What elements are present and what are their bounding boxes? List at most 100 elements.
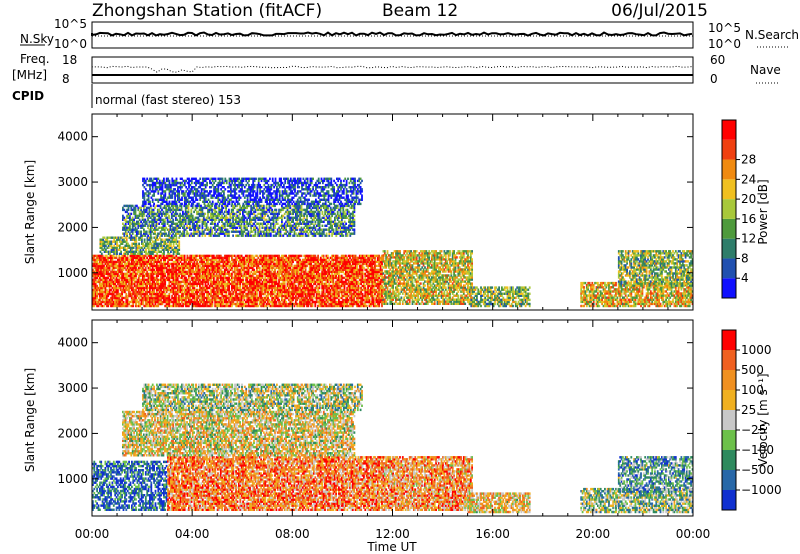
- echo-cell: [263, 286, 265, 290]
- echo-cell: [276, 284, 279, 288]
- echo-cell: [150, 292, 153, 296]
- echo-cell: [168, 288, 171, 292]
- echo-cell: [321, 266, 324, 270]
- echo-cell: [228, 264, 230, 268]
- echo-cell: [326, 288, 329, 292]
- echo-cell: [283, 300, 286, 304]
- echo-cell: [197, 262, 200, 266]
- echo-cell: [206, 268, 208, 272]
- echo-cell: [199, 284, 201, 288]
- echo-cell: [115, 304, 118, 308]
- echo-cell: [249, 298, 251, 302]
- echo-cell: [203, 260, 205, 264]
- echo-cell: [290, 258, 293, 262]
- echo-cell: [301, 300, 304, 304]
- echo-cell: [160, 254, 162, 258]
- echo-cell: [114, 284, 116, 288]
- echo-cell: [168, 282, 171, 286]
- echo-cell: [132, 270, 135, 274]
- echo-cell: [164, 282, 167, 286]
- echo-cell: [149, 260, 151, 264]
- echo-cell: [300, 292, 303, 296]
- echo-cell: [249, 300, 251, 304]
- echo-cell: [176, 298, 179, 302]
- echo-cell: [308, 296, 311, 300]
- echo-cell: [239, 260, 242, 264]
- echo-cell: [328, 292, 331, 296]
- echo-cell: [329, 256, 332, 260]
- echo-cell: [115, 302, 118, 306]
- echo-cell: [218, 280, 221, 284]
- echo-cell: [158, 302, 161, 306]
- echo-cell: [147, 260, 150, 264]
- echo-cell: [165, 276, 168, 280]
- echo-cell: [204, 288, 207, 292]
- echo-cell: [126, 260, 129, 264]
- echo-cell: [296, 296, 299, 300]
- echo-cell: [236, 294, 239, 298]
- echo-cell: [119, 270, 122, 274]
- echo-cell: [224, 254, 226, 258]
- echo-cell: [299, 274, 301, 278]
- echo-cell: [169, 290, 172, 294]
- echo-cell: [151, 278, 154, 282]
- cpid-text: normal (fast stereo) 153: [95, 93, 241, 107]
- echo-cell: [92, 272, 94, 276]
- echo-cell: [204, 280, 207, 284]
- echo-cell: [271, 286, 274, 290]
- echo-cell: [107, 268, 110, 272]
- echo-cell: [219, 276, 222, 280]
- echo-cell: [196, 294, 198, 298]
- echo-cell: [208, 276, 211, 280]
- echo-cell: [243, 262, 246, 266]
- echo-cell: [151, 280, 154, 284]
- nsky-right-tick-bottom: 10^0: [708, 37, 741, 51]
- echo-cell: [240, 262, 243, 266]
- echo-cell: [300, 270, 303, 274]
- echo-cell: [93, 282, 96, 286]
- echo-cell: [250, 280, 253, 284]
- echo-cell: [319, 282, 322, 286]
- echo-cell: [335, 258, 337, 262]
- echo-cell: [251, 290, 254, 294]
- echo-cell: [297, 290, 300, 294]
- echo-cell: [124, 276, 126, 280]
- echo-cell: [153, 254, 155, 258]
- echo-cell: [137, 286, 140, 290]
- echo-cell: [136, 272, 139, 276]
- echo-cell: [293, 266, 296, 270]
- echo-cell: [111, 290, 114, 294]
- echo-cell: [200, 290, 203, 294]
- echo-cell: [292, 274, 294, 278]
- echo-cell: [211, 256, 214, 260]
- echo-cell: [133, 256, 136, 260]
- echo-cell: [279, 290, 282, 294]
- echo-cell: [267, 272, 269, 276]
- echo-cell: [178, 262, 180, 266]
- echo-cell: [133, 298, 136, 302]
- echo-cell: [290, 292, 293, 296]
- echo-cell: [168, 276, 171, 280]
- echo-cell: [93, 254, 96, 258]
- echo-cell: [269, 254, 272, 258]
- echo-cell: [110, 272, 112, 276]
- echo-cell: [164, 258, 167, 262]
- echo-cell: [244, 286, 247, 290]
- echo-cell: [332, 260, 335, 264]
- echo-cell: [274, 268, 276, 272]
- echo-cell: [274, 296, 276, 300]
- echo-cell: [153, 268, 155, 272]
- echo-cell: [311, 296, 314, 300]
- echo-cell: [208, 284, 211, 288]
- echo-cell: [201, 258, 204, 262]
- echo-cell: [190, 284, 193, 288]
- echo-cell: [168, 286, 171, 290]
- echo-cell: [315, 300, 318, 304]
- echo-cell: [239, 268, 242, 272]
- echo-cell: [303, 284, 306, 288]
- echo-cell: [194, 264, 197, 268]
- echo-cell: [332, 288, 335, 292]
- echo-cell: [101, 256, 104, 260]
- echo-cell: [190, 300, 193, 304]
- echo-cell: [246, 264, 249, 268]
